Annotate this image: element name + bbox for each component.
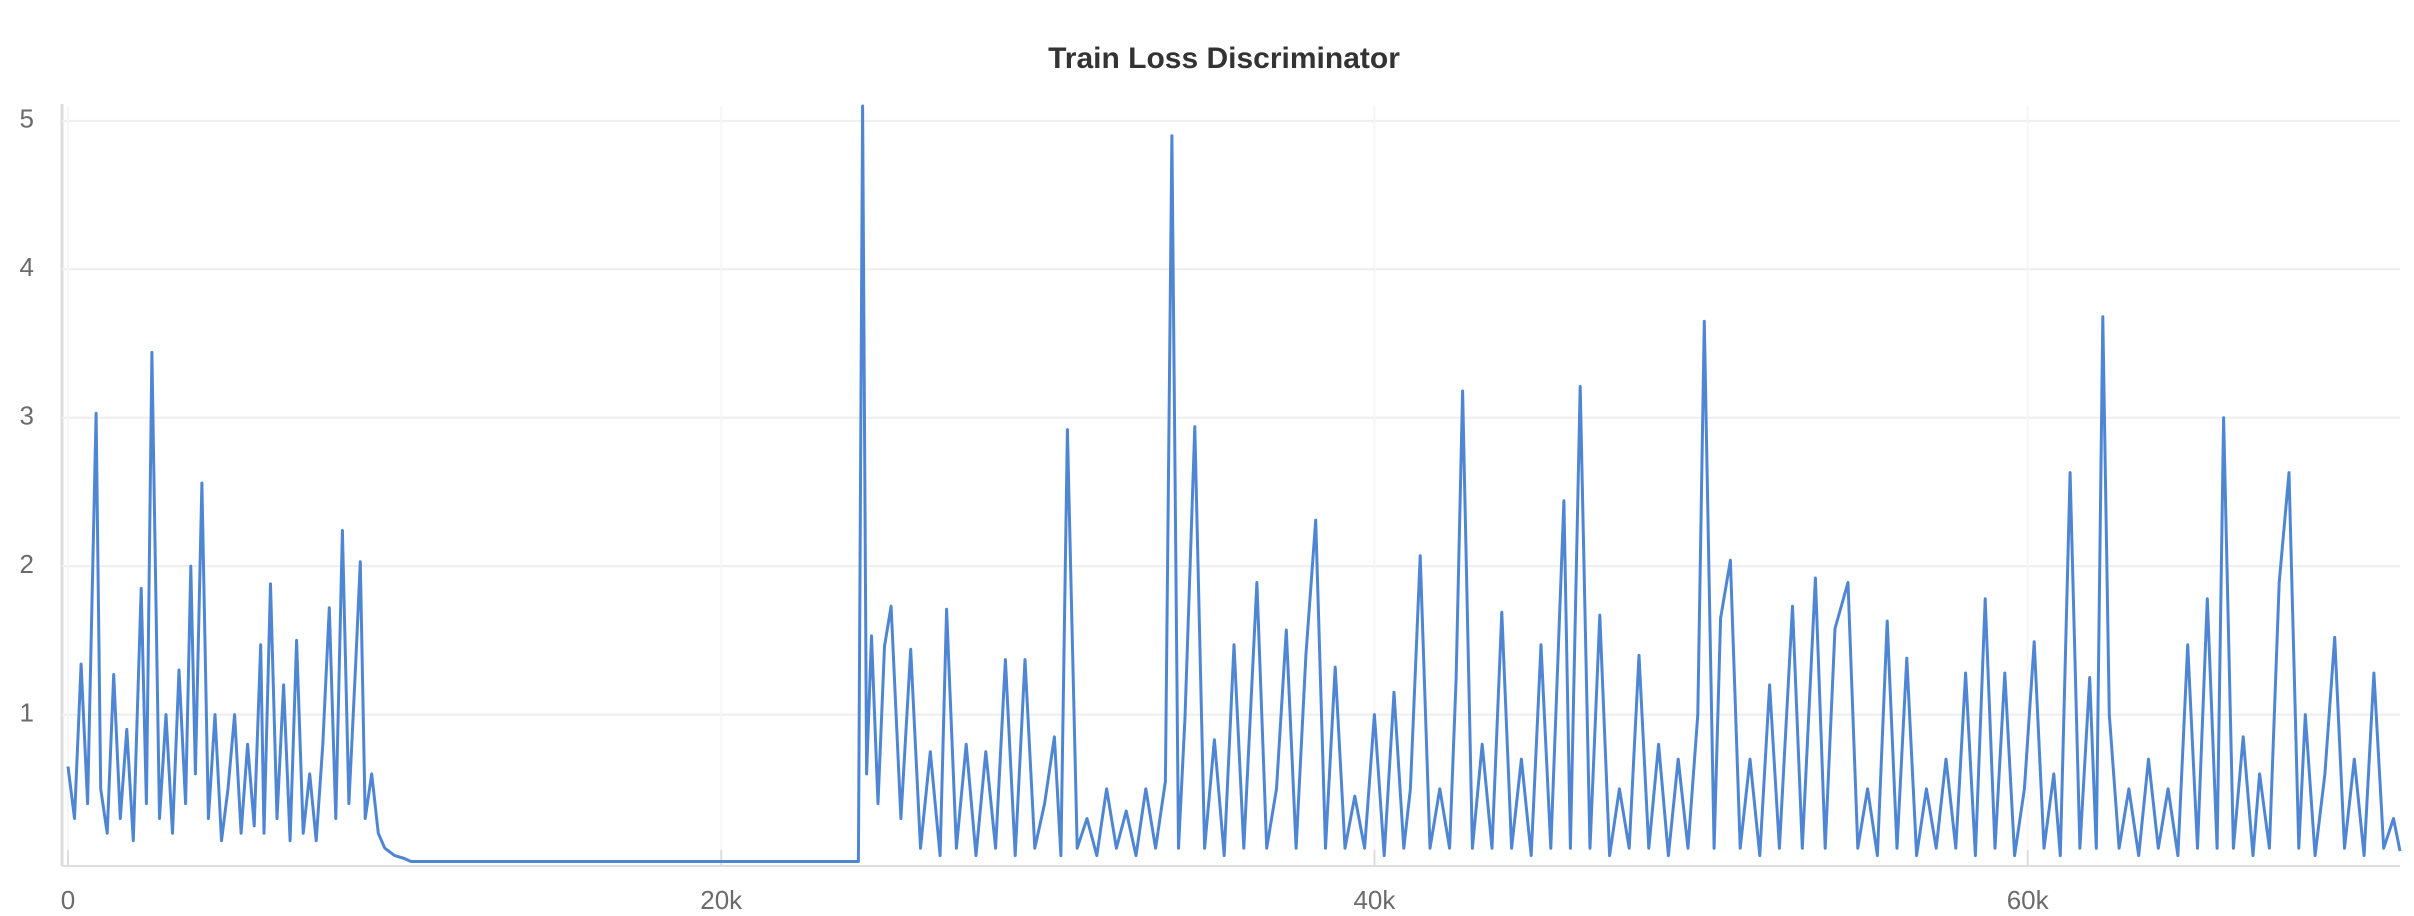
y-tick-label: 2 (20, 549, 34, 579)
y-tick-label: 5 (20, 104, 34, 134)
x-tick-label: 20k (700, 885, 743, 915)
x-tick-label: 40k (1353, 885, 1396, 915)
loss-line (66, 104, 2402, 863)
chart-title: Train Loss Discriminator (1048, 42, 1400, 75)
x-tick-label: 0 (61, 885, 75, 915)
y-tick-label: 1 (20, 697, 34, 727)
y-tick-label: 3 (20, 401, 34, 431)
x-tick-label: 60k (2007, 885, 2050, 915)
y-tick-label: 4 (20, 252, 34, 282)
